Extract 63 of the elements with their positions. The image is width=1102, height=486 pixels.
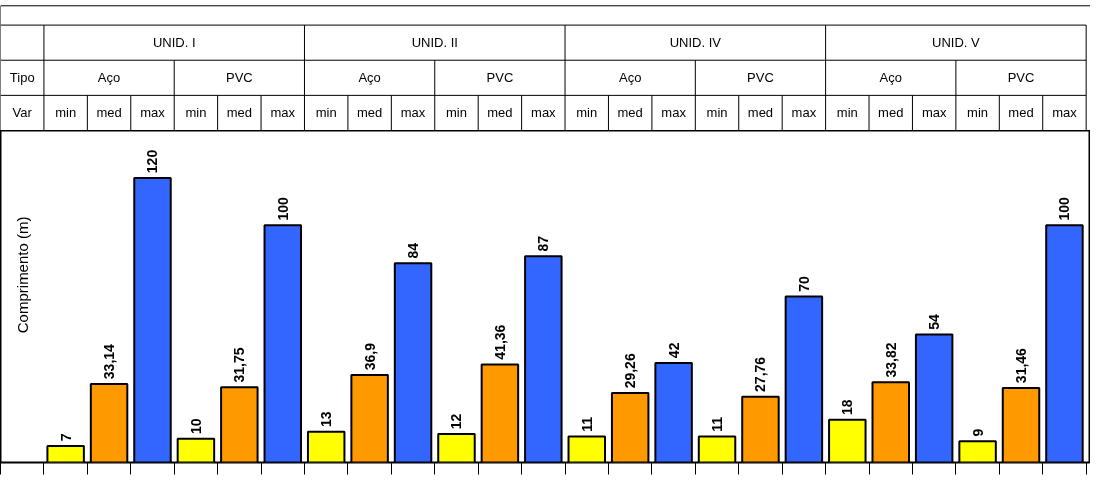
data-label: 27,76: [752, 356, 769, 392]
text: PVC: [225, 70, 253, 86]
data-label: 29,26: [622, 353, 639, 389]
text: UNID. V: [932, 35, 981, 51]
x-tick-label: max: [791, 105, 817, 121]
text: PVC: [747, 70, 774, 86]
data-label: 70: [795, 275, 812, 292]
data-label: 33,14: [101, 343, 118, 380]
x-tick-label: med: [617, 105, 643, 121]
data-label: 87: [535, 235, 552, 252]
x-tick-label: min: [706, 105, 728, 121]
text: Aço: [879, 70, 902, 86]
data-label: 11: [709, 416, 726, 432]
x-tick-label: med: [356, 105, 383, 121]
text: Var: [12, 105, 33, 121]
data-label: 120: [144, 149, 161, 174]
x-tick-label: med: [487, 105, 513, 121]
x-tick-label: min: [55, 105, 77, 121]
data-label: 54: [926, 313, 943, 330]
data-label: 100: [1056, 197, 1073, 221]
text: UNID. IV: [669, 35, 722, 51]
text: Aço: [618, 70, 642, 86]
text: PVC: [486, 70, 514, 86]
x-tick-label: med: [878, 105, 904, 121]
x-tick-label: min: [315, 105, 337, 121]
data-label: 7: [57, 433, 74, 442]
x-tick-label: max: [400, 105, 426, 121]
x-tick-label: med: [747, 105, 774, 121]
data-label: 42: [665, 342, 682, 359]
x-tick-label: min: [967, 105, 989, 121]
x-tick-label: min: [576, 105, 598, 121]
data-label: 36,9: [361, 342, 378, 371]
text: UNID. II: [411, 35, 458, 51]
text: Aço: [358, 70, 381, 86]
x-tick-label: med: [1008, 105, 1034, 121]
data-label: 18: [839, 399, 856, 416]
data-label: 11: [578, 416, 595, 432]
data-label: 31,46: [1013, 347, 1030, 384]
data-label: 100: [274, 197, 291, 221]
x-tick-label: med: [226, 105, 252, 121]
data-label: 84: [405, 242, 422, 259]
data-label: 33,82: [882, 342, 899, 378]
x-tick-label: max: [270, 105, 296, 121]
x-tick-label: max: [531, 105, 557, 121]
x-tick-label: min: [446, 105, 467, 121]
x-tick-label: max: [921, 105, 947, 121]
x-tick-label: max: [661, 105, 687, 121]
x-tick-label: min: [185, 105, 207, 121]
y-axis-title: Comprimento (m): [13, 216, 31, 334]
data-label: 12: [448, 413, 465, 430]
x-tick-label: min: [836, 105, 858, 121]
x-tick-label: max: [140, 105, 166, 121]
data-label: 10: [187, 418, 204, 435]
text: Tipo: [9, 70, 35, 86]
data-label: 9: [969, 428, 986, 437]
data-label: 41,36: [491, 324, 508, 360]
x-tick-label: max: [1052, 105, 1078, 121]
text: PVC: [1007, 70, 1035, 86]
data-label: 13: [318, 411, 335, 427]
text: UNID. I: [152, 35, 196, 51]
x-tick-label: med: [96, 105, 122, 121]
text: Aço: [97, 70, 121, 86]
data-label: 31,75: [231, 347, 248, 383]
